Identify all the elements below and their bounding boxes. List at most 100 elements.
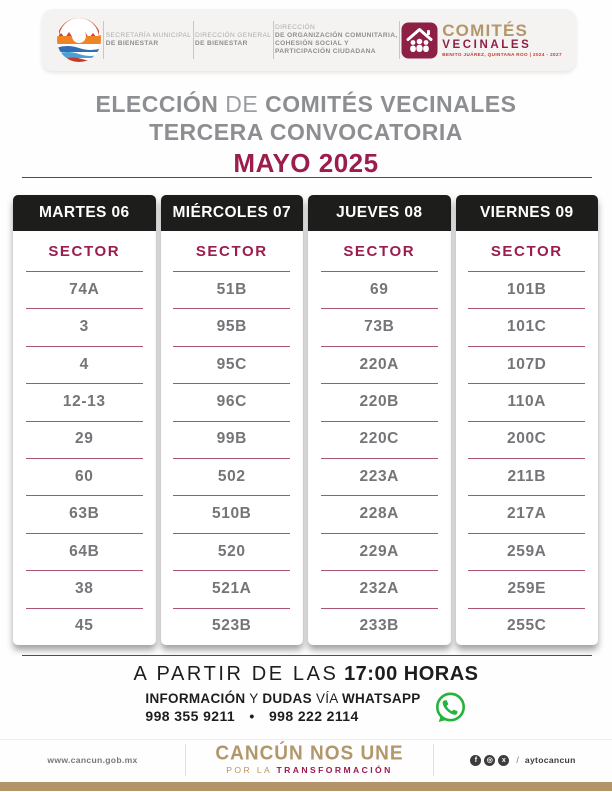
sector-cell: 217A (456, 495, 599, 532)
org-do-line2: DE ORGANIZACIÓN COMUNITARIA, (274, 31, 398, 39)
schedule-columns: MARTES 06 SECTOR 74A 3 4 12-13 29 60 63B… (13, 195, 598, 645)
sector-cell: 220A (308, 345, 451, 383)
title-rule (22, 177, 592, 178)
website-cell: www.cancun.gob.mx (0, 740, 185, 780)
bottom-bar-divider (185, 744, 186, 776)
org-do-line3: COHESIÓN SOCIAL Y (274, 40, 349, 47)
day-column-viernes-09: VIERNES 09 SECTOR 101B 101C 107D 110A 20… (455, 195, 599, 645)
sector-cell: 64B (13, 532, 156, 570)
slogan-por-la: POR LA (226, 765, 272, 775)
sector-label: SECTOR (490, 242, 563, 260)
header-divider (192, 21, 194, 59)
title-line1: ELECCIÓN DE COMITÉS VECINALES (0, 90, 612, 118)
sector-cell: 233B (308, 607, 451, 645)
sector-cell: 101C (456, 308, 599, 345)
word-whatsapp: WHATSAPP (341, 691, 421, 706)
comites-logo-subtitle: VECINALES (442, 38, 532, 51)
day-header: MARTES 06 (13, 195, 156, 231)
facebook-icon: f (470, 754, 482, 766)
day-header: VIERNES 09 (455, 195, 598, 231)
org-secretaria: SECRETARÍA MUNICIPAL DE BIENESTAR (106, 32, 192, 48)
sector-cell: 45 (13, 607, 156, 645)
org-dg-line1: DIRECCIÓN GENERAL (194, 31, 272, 39)
org-secretaria-line2: DE BIENESTAR (105, 40, 159, 47)
sector-cell: 29 (13, 420, 156, 458)
sector-cell: 3 (13, 308, 156, 345)
sector-cell: 95C (161, 345, 304, 383)
sector-cell: 510B (161, 495, 304, 532)
x-twitter-icon: x (498, 754, 510, 766)
sector-label: SECTOR (343, 242, 416, 260)
sector-cell: 60 (13, 458, 156, 495)
comites-logo-tagline: BENITO JUÁREZ, QUINTANA ROO | 2024 - 202… (442, 52, 562, 58)
phone-number-1: 998 355 9211 (145, 708, 236, 724)
whatsapp-icon (435, 692, 465, 722)
sector-cell: 259E (456, 570, 599, 607)
phone-separator: • (249, 708, 255, 724)
sector-cell: 74A (13, 271, 156, 308)
sector-list: SECTOR 69 73B 220A 220B 220C 223A 228A 2… (308, 231, 451, 645)
social-cell: f ◎ x / aytocancun (434, 740, 612, 780)
sector-cell: 220C (308, 420, 451, 458)
start-time-prefix: A PARTIR DE LAS (133, 663, 339, 685)
sector-cell: 220B (308, 383, 451, 420)
title-block: ELECCIÓN DE COMITÉS VECINALES TERCERA CO… (0, 90, 612, 179)
title-line2: TERCERA CONVOCATORIA (149, 119, 463, 145)
contact-text: INFORMACIÓN Y DUDAS VÍA WHATSAPP 998 355… (145, 691, 420, 724)
contact-info-line: INFORMACIÓN Y DUDAS VÍA WHATSAPP (145, 691, 420, 706)
start-time-value: 17:00 HORAS (344, 663, 479, 685)
day-column-miercoles-07: MIÉRCOLES 07 SECTOR 51B 95B 95C 96C 99B … (160, 195, 304, 645)
sector-cell: 521A (161, 570, 304, 607)
sector-cell: 99B (161, 420, 304, 458)
sector-cell: 200C (456, 420, 599, 458)
sector-cell: 520 (161, 532, 304, 570)
title-comites-vecinales: COMITÉS VECINALES (265, 91, 517, 117)
bottom-accent-strip (0, 782, 612, 791)
sector-cell: 255C (456, 607, 599, 645)
contact-block: INFORMACIÓN Y DUDAS VÍA WHATSAPP 998 355… (0, 691, 612, 724)
org-do-line1: DIRECCIÓN (274, 23, 316, 31)
sector-cell: 223A (308, 458, 451, 495)
sector-cell: 101B (456, 271, 599, 308)
bottom-bar: www.cancun.gob.mx CANCÚN NOS UNE POR LA … (0, 739, 612, 780)
sector-cell: 107D (456, 345, 599, 383)
sector-cell: 502 (161, 458, 304, 495)
instagram-icon: ◎ (484, 754, 496, 766)
sector-cell: 38 (13, 570, 156, 607)
start-time-line: A PARTIR DE LAS 17:00 HORAS (0, 663, 612, 686)
comites-logo-title: COMITÉS (442, 20, 529, 40)
day-column-jueves-08: JUEVES 08 SECTOR 69 73B 220A 220B 220C 2… (308, 195, 451, 645)
word-via: VÍA (315, 691, 338, 706)
phone-numbers: 998 355 9211 • 998 222 2114 (145, 708, 420, 724)
comites-vecinales-logo: COMITÉS VECINALES BENITO JUÁREZ, QUINTAN… (401, 22, 562, 59)
word-dudas: DUDAS (262, 691, 312, 706)
social-handle: aytocancun (524, 755, 576, 765)
word-y: Y (249, 691, 259, 706)
comites-logo-text: COMITÉS VECINALES BENITO JUÁREZ, QUINTAN… (442, 22, 562, 58)
slogan-transformacion: TRANSFORMACIÓN (276, 765, 393, 775)
sector-cell: 63B (13, 495, 156, 532)
title-month: MAYO 2025 (233, 148, 379, 178)
org-do-line4: PARTICIPACIÓN CIUDADANA (274, 48, 376, 56)
footer-rule (22, 655, 592, 656)
sector-cell: 110A (456, 383, 599, 420)
word-informacion: INFORMACIÓN (145, 691, 246, 706)
org-direccion-general: DIRECCIÓN GENERAL DE BIENESTAR (195, 32, 271, 48)
header-divider (398, 21, 400, 59)
sector-cell: 229A (308, 532, 451, 570)
sector-cell: 12-13 (13, 383, 156, 420)
sector-list: SECTOR 51B 95B 95C 96C 99B 502 510B 520 … (161, 231, 304, 645)
city-slogan: CANCÚN NOS UNE POR LA TRANSFORMACIÓN (186, 740, 433, 780)
day-header: JUEVES 08 (308, 195, 451, 231)
sector-list: SECTOR 101B 101C 107D 110A 200C 211B 217… (456, 231, 599, 645)
bottom-bar-divider (433, 744, 434, 776)
sector-cell: 51B (161, 271, 304, 308)
sector-list: SECTOR 74A 3 4 12-13 29 60 63B 64B 38 45 (13, 231, 156, 645)
sector-cell: 232A (308, 570, 451, 607)
website-link[interactable]: www.cancun.gob.mx (47, 755, 138, 765)
sector-cell: 95B (161, 308, 304, 345)
sector-label: SECTOR (195, 242, 268, 260)
social-icons: f ◎ x (470, 754, 510, 766)
org-dg-line2: DE BIENESTAR (194, 40, 248, 47)
